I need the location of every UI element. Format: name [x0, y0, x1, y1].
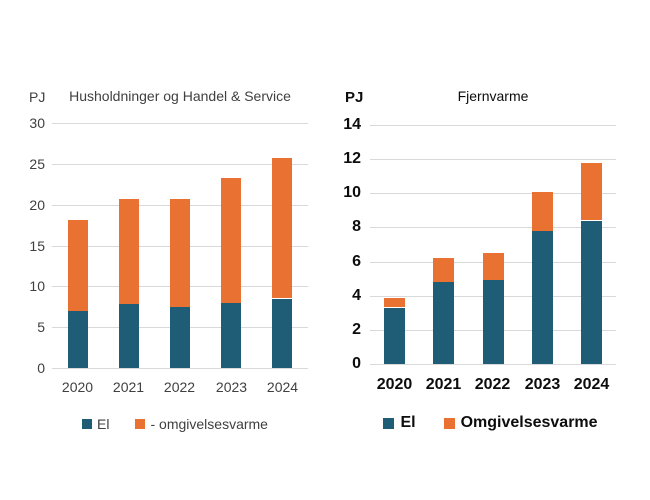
- gridline-y-0: [370, 364, 616, 365]
- x-tick-label-2024: 2024: [573, 376, 610, 393]
- legend-label: - omgivelsesvarme: [150, 416, 268, 432]
- left-chart-legend: El - omgivelsesvarme: [42, 415, 308, 433]
- bar-2020-el: [68, 311, 88, 368]
- y-tick-label: 10: [29, 278, 45, 294]
- bar-2024-omgivelsesvarme: [581, 163, 602, 220]
- y-tick-label: 10: [343, 184, 361, 201]
- gridline-y-8: [370, 227, 616, 228]
- gridline-y-30: [52, 123, 308, 124]
- bar-2021-el: [119, 304, 139, 368]
- y-tick-label: 2: [352, 321, 361, 338]
- legend-label: Omgivelsesvarme: [460, 414, 598, 431]
- bar-2023-omgivelsesvarme: [221, 178, 241, 303]
- bar-2022-el: [483, 280, 504, 364]
- left-chart-title: Husholdninger og Handel & Service: [69, 88, 291, 104]
- x-tick-label-2021: 2021: [425, 376, 462, 393]
- y-tick-label: 5: [37, 319, 45, 335]
- y-tick-label: 0: [352, 355, 361, 372]
- right-chart-plot-area: 0 2 4 6 8 10 12 14 2020 2021 2022 2023 2024: [343, 116, 616, 393]
- y-tick-label: 15: [29, 238, 45, 254]
- left-axis-unit-label: PJ: [29, 89, 46, 105]
- y-tick-label: 0: [37, 360, 45, 376]
- y-tick-label: 20: [29, 197, 45, 213]
- x-tick-label-2022: 2022: [474, 376, 511, 393]
- x-tick-label-2020: 2020: [61, 379, 94, 395]
- gridline-y-10: [370, 193, 616, 194]
- bar-2022-el: [170, 307, 190, 368]
- left-chart-plot-area: 0 5 10 15 20 25 30 2020 2021 2022 2023 2024: [29, 115, 308, 395]
- bar-2024-omgivelsesvarme: [272, 158, 292, 298]
- bar-2020-el: [384, 308, 405, 364]
- x-tick-label-2021: 2021: [112, 379, 145, 395]
- right-chart-legend: El Omgivelsesvarme: [365, 414, 616, 432]
- legend-item-omgivelsesvarme: Omgivelsesvarme: [443, 414, 598, 432]
- gridline-y-12: [370, 159, 616, 160]
- bar-2022-omgivelsesvarme: [170, 199, 190, 307]
- y-tick-label: 8: [352, 218, 361, 235]
- legend-item-omgivelsesvarme: - omgivelsesvarme: [135, 416, 268, 432]
- gridline-y-0: [52, 368, 308, 369]
- legend-swatch-icon: [135, 419, 146, 429]
- x-tick-label-2020: 2020: [376, 376, 413, 393]
- x-tick-label-2023: 2023: [215, 379, 248, 395]
- bar-2024-el: [581, 221, 602, 364]
- legend-item-el: El: [383, 414, 416, 432]
- y-tick-label: 30: [29, 115, 45, 131]
- legend-label: El: [400, 414, 416, 431]
- y-tick-label: 25: [29, 156, 45, 172]
- right-chart-title: Fjernvarme: [457, 88, 529, 104]
- y-tick-label: 6: [352, 253, 361, 270]
- bar-2022-omgivelsesvarme: [483, 253, 504, 280]
- right-axis-unit-label: PJ: [345, 89, 364, 106]
- bar-2020-omgivelsesvarme: [68, 220, 88, 311]
- x-tick-label-2023: 2023: [524, 376, 561, 393]
- y-tick-label: 4: [352, 287, 361, 304]
- legend-swatch-icon: [82, 419, 93, 429]
- legend-swatch-icon: [443, 417, 455, 429]
- y-tick-label: 14: [343, 116, 361, 133]
- legend-item-el: El: [82, 416, 109, 432]
- gridline-y-14: [370, 125, 616, 126]
- legend-swatch-icon: [383, 417, 395, 429]
- legend-label: El: [97, 416, 110, 432]
- bar-2020-omgivelsesvarme: [384, 298, 405, 307]
- bar-2023-omgivelsesvarme: [532, 192, 553, 231]
- y-tick-label: 12: [343, 150, 361, 167]
- bar-2024-el: [272, 299, 292, 368]
- gridline-y-25: [52, 164, 308, 165]
- bar-2023-el: [221, 303, 241, 368]
- bar-2021-omgivelsesvarme: [119, 199, 139, 304]
- bar-2021-el: [433, 282, 454, 364]
- x-tick-label-2024: 2024: [266, 379, 299, 395]
- x-tick-label-2022: 2022: [163, 379, 196, 395]
- bar-2023-el: [532, 231, 553, 364]
- bar-2021-omgivelsesvarme: [433, 258, 454, 282]
